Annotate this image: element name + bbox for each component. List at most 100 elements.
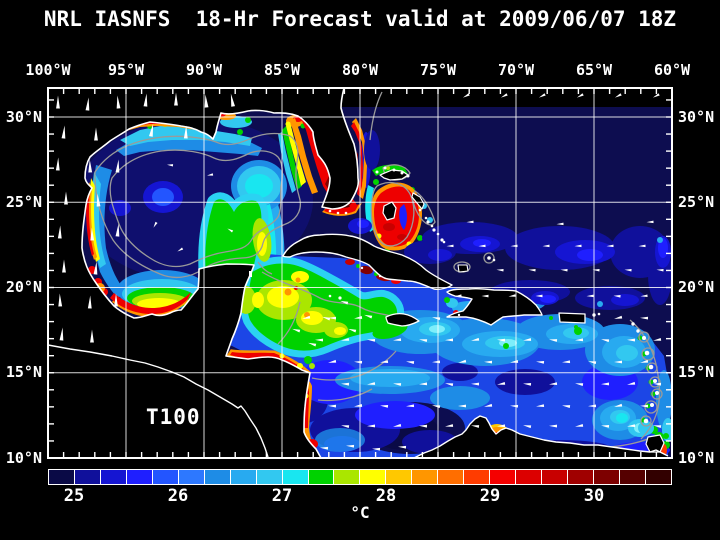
current-vector [484, 360, 493, 364]
depth-label: T100 [146, 405, 201, 429]
current-vector [556, 222, 564, 226]
current-vector [93, 261, 98, 275]
coastlines [48, 88, 669, 458]
current-vector [419, 339, 428, 343]
colorbar-cell [464, 470, 491, 484]
current-vector [601, 339, 610, 343]
current-vector [445, 424, 454, 427]
current-vector [302, 315, 311, 319]
current-vector [497, 338, 506, 342]
current-vector [432, 317, 441, 321]
current-vector [562, 360, 571, 364]
current-vector [588, 361, 597, 365]
current-vector [346, 444, 355, 448]
current-vector [640, 294, 648, 298]
current-vector [549, 339, 558, 342]
colorbar-cell [256, 470, 283, 484]
current-vector [614, 403, 623, 407]
current-vector [393, 338, 402, 342]
temperature-field [77, 111, 672, 458]
current-vector [207, 173, 214, 176]
current-vector [328, 316, 337, 320]
current-vector [85, 97, 90, 111]
current-vector [90, 227, 95, 241]
current-vector [638, 244, 646, 248]
current-vector [149, 123, 154, 137]
colorbar-cell [152, 470, 179, 484]
current-vector [640, 404, 649, 408]
current-vector [576, 93, 584, 98]
lat-label-right: 25°N [678, 193, 715, 211]
current-vector [177, 247, 184, 252]
current-vector [653, 425, 662, 429]
current-vector [458, 359, 467, 363]
current-vector [393, 383, 402, 386]
current-vector [528, 268, 536, 272]
current-vector [354, 360, 363, 364]
current-vector [549, 424, 558, 428]
current-vector [204, 94, 209, 108]
current-vector [592, 268, 600, 272]
current-vector [574, 244, 582, 248]
lon-label: 70°W [497, 61, 535, 79]
colorbar-cell [542, 470, 569, 484]
colorbar-cell [230, 470, 257, 484]
current-vector [58, 293, 63, 307]
current-vector [536, 404, 545, 407]
colorbar-tick-label: 26 [167, 486, 189, 506]
current-vector [656, 268, 664, 272]
colorbar [48, 469, 672, 485]
current-vector [153, 221, 158, 228]
current-vector [575, 383, 584, 387]
colorbar-cell [412, 470, 439, 484]
current-vector [627, 338, 636, 342]
current-vector [56, 95, 60, 109]
current-vector [652, 93, 660, 98]
current-vector [601, 382, 610, 386]
current-vector [510, 360, 519, 363]
current-vector [432, 405, 441, 409]
current-vector [419, 382, 428, 386]
current-vector [653, 382, 662, 386]
colorbar-cell [334, 470, 361, 484]
current-vector [308, 342, 317, 347]
current-vector [542, 244, 550, 248]
current-vector [116, 95, 121, 109]
colorbar-cell [594, 470, 620, 484]
current-vector [367, 338, 376, 342]
current-vector [64, 191, 68, 205]
current-vector [646, 220, 654, 224]
current-vector [446, 244, 454, 248]
colorbar-tick-label: 30 [583, 486, 605, 506]
current-vector [322, 316, 331, 321]
current-vector [328, 359, 337, 363]
current-vector [315, 338, 324, 342]
current-vector [538, 93, 546, 98]
current-vector [471, 337, 480, 341]
current-vector [535, 294, 543, 298]
current-vector [586, 294, 594, 298]
current-vectors [55, 92, 664, 451]
lon-label: 100°W [25, 61, 71, 79]
current-vector [380, 360, 389, 363]
current-vector [62, 259, 66, 273]
lat-label-left: 15°N [5, 363, 42, 381]
current-vector [614, 360, 622, 364]
current-vector [627, 381, 636, 385]
island-specks [249, 166, 659, 424]
lat-label-left: 10°N [5, 449, 42, 467]
current-vector [57, 225, 62, 239]
current-vector [481, 294, 489, 298]
current-vector [497, 381, 506, 385]
current-vector [328, 404, 337, 408]
current-vector [292, 328, 301, 333]
current-vector [59, 327, 64, 341]
colorbar-cell [49, 470, 75, 484]
current-vector [341, 425, 350, 429]
current-vector [510, 404, 519, 408]
current-vector [364, 314, 373, 319]
lat-label-right: 15°N [678, 363, 715, 381]
current-vector [601, 424, 610, 428]
